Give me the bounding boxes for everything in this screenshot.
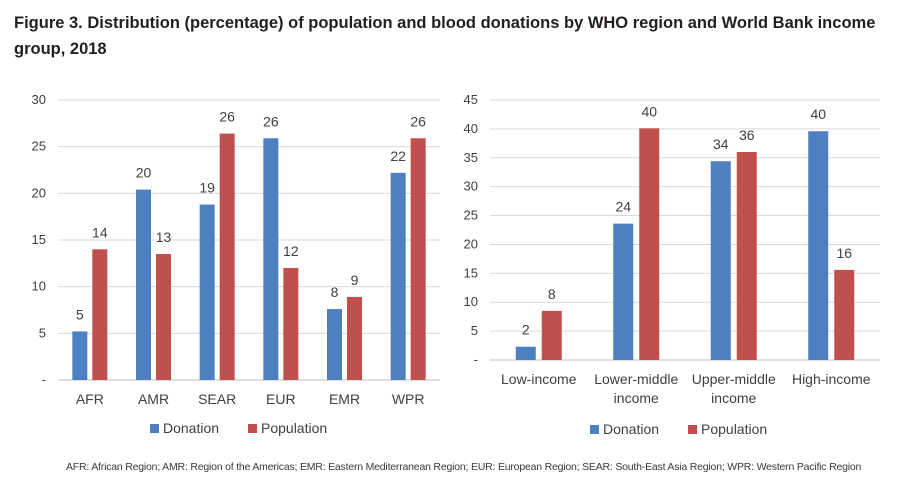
right-chart-legend-swatch-population <box>688 425 697 434</box>
left-chart-category-label: AMR <box>138 391 169 407</box>
right-chart-category-label: Upper-middle <box>692 371 776 387</box>
right-chart-y-tick-label: 35 <box>464 150 478 165</box>
left-chart-data-label: 19 <box>199 180 215 196</box>
left-chart-y-tick-label: 25 <box>32 139 46 154</box>
right-chart-bar-population <box>736 152 757 360</box>
right-chart-category-label: Lower-middle <box>594 371 678 387</box>
right-chart-data-label: 40 <box>810 106 826 122</box>
right-chart-bar-donation <box>808 131 829 360</box>
right-chart-y-tick-label: 15 <box>464 265 478 280</box>
left-chart-y-tick-label: 20 <box>32 185 46 200</box>
right-chart-data-label: 8 <box>548 286 556 302</box>
right-chart-category-label: High-income <box>792 371 871 387</box>
left-chart-legend-swatch-donation <box>150 424 159 433</box>
right-chart-y-tick-label: 5 <box>471 323 478 338</box>
left-chart-data-label: 8 <box>331 284 339 300</box>
left-chart-y-tick-label: 10 <box>32 279 46 294</box>
left-chart-y-tick-label: 15 <box>32 232 46 247</box>
right-chart-y-tick-label: 10 <box>464 294 478 309</box>
right-chart-data-label: 36 <box>739 127 755 143</box>
right-chart-bar-donation <box>515 346 536 360</box>
left-chart-bar-population <box>219 133 235 380</box>
left-chart-bar-population <box>347 296 362 380</box>
left-chart-data-label: 14 <box>92 224 108 240</box>
right-chart-y-tick-label: - <box>474 352 478 367</box>
left-chart-bar-population <box>283 268 299 380</box>
left-chart-data-label: 12 <box>283 243 299 259</box>
right-chart-bar-population <box>541 310 562 360</box>
left-chart-data-label: 13 <box>156 229 172 245</box>
right-chart-y-tick-label: 30 <box>464 179 478 194</box>
right-chart-y-tick-label: 40 <box>464 121 478 136</box>
left-chart-category-label: AFR <box>76 391 104 407</box>
figure-title: Figure 3. Distribution (percentage) of p… <box>14 14 876 58</box>
left-chart-category-label: EMR <box>329 391 360 407</box>
right-chart-y-tick-label: 25 <box>464 208 478 223</box>
right-chart-data-label: 16 <box>836 245 852 261</box>
left-chart-category-label: EUR <box>266 391 296 407</box>
left-chart-bar-donation <box>263 138 279 380</box>
left-chart-bar-donation <box>72 331 88 380</box>
left-chart-y-tick-label: 5 <box>39 325 46 340</box>
left-chart-data-label: 22 <box>390 148 406 164</box>
left-chart-data-label: 5 <box>76 306 84 322</box>
left-chart-bar-donation <box>136 189 151 380</box>
right-chart-y-tick-label: 45 <box>464 92 478 107</box>
left-chart-data-label: 26 <box>410 113 426 129</box>
left-chart-category-label: SEAR <box>198 391 236 407</box>
right-chart-bar-donation <box>710 161 731 360</box>
right-chart-y-tick-label: 20 <box>464 236 478 251</box>
right-chart-data-label: 40 <box>641 103 657 119</box>
right-chart-bar-donation <box>613 223 634 360</box>
right-chart-legend-label-donation: Donation <box>603 421 659 437</box>
right-chart-data-label: 24 <box>615 199 631 215</box>
left-chart-legend-swatch-population <box>248 424 257 433</box>
right-chart-legend-label-population: Population <box>701 421 767 437</box>
right-chart-bar-population <box>834 269 855 360</box>
left-chart-legend-label-donation: Donation <box>163 420 219 436</box>
left-chart-bar-population <box>92 249 108 380</box>
left-chart-data-label: 20 <box>136 165 152 181</box>
footnote: AFR: African Region; AMR: Region of the … <box>66 461 862 473</box>
left-chart-bar-donation <box>327 309 342 380</box>
right-chart-bar-population <box>639 128 660 360</box>
left-chart-data-label: 9 <box>351 272 359 288</box>
left-chart-y-tick-label: 30 <box>32 92 46 107</box>
left-chart-y-tick-label: - <box>42 372 46 387</box>
left-chart-category-label: WPR <box>392 391 425 407</box>
left-chart-data-label: 26 <box>263 113 279 129</box>
left-chart-legend-label-population: Population <box>261 420 327 436</box>
right-chart-data-label: 2 <box>522 322 530 338</box>
left-chart-bar-donation <box>390 172 406 380</box>
right-chart-category-label: income <box>711 390 756 406</box>
right-chart-category-label: Low-income <box>501 371 577 387</box>
right-chart-data-label: 34 <box>713 136 729 152</box>
left-chart-bar-donation <box>199 204 215 380</box>
right-chart-legend-swatch-donation <box>590 425 599 434</box>
left-chart-bar-population <box>156 254 171 380</box>
right-chart-category-label: income <box>614 390 659 406</box>
left-chart-bar-population <box>410 138 426 380</box>
left-chart-data-label: 26 <box>219 109 235 125</box>
